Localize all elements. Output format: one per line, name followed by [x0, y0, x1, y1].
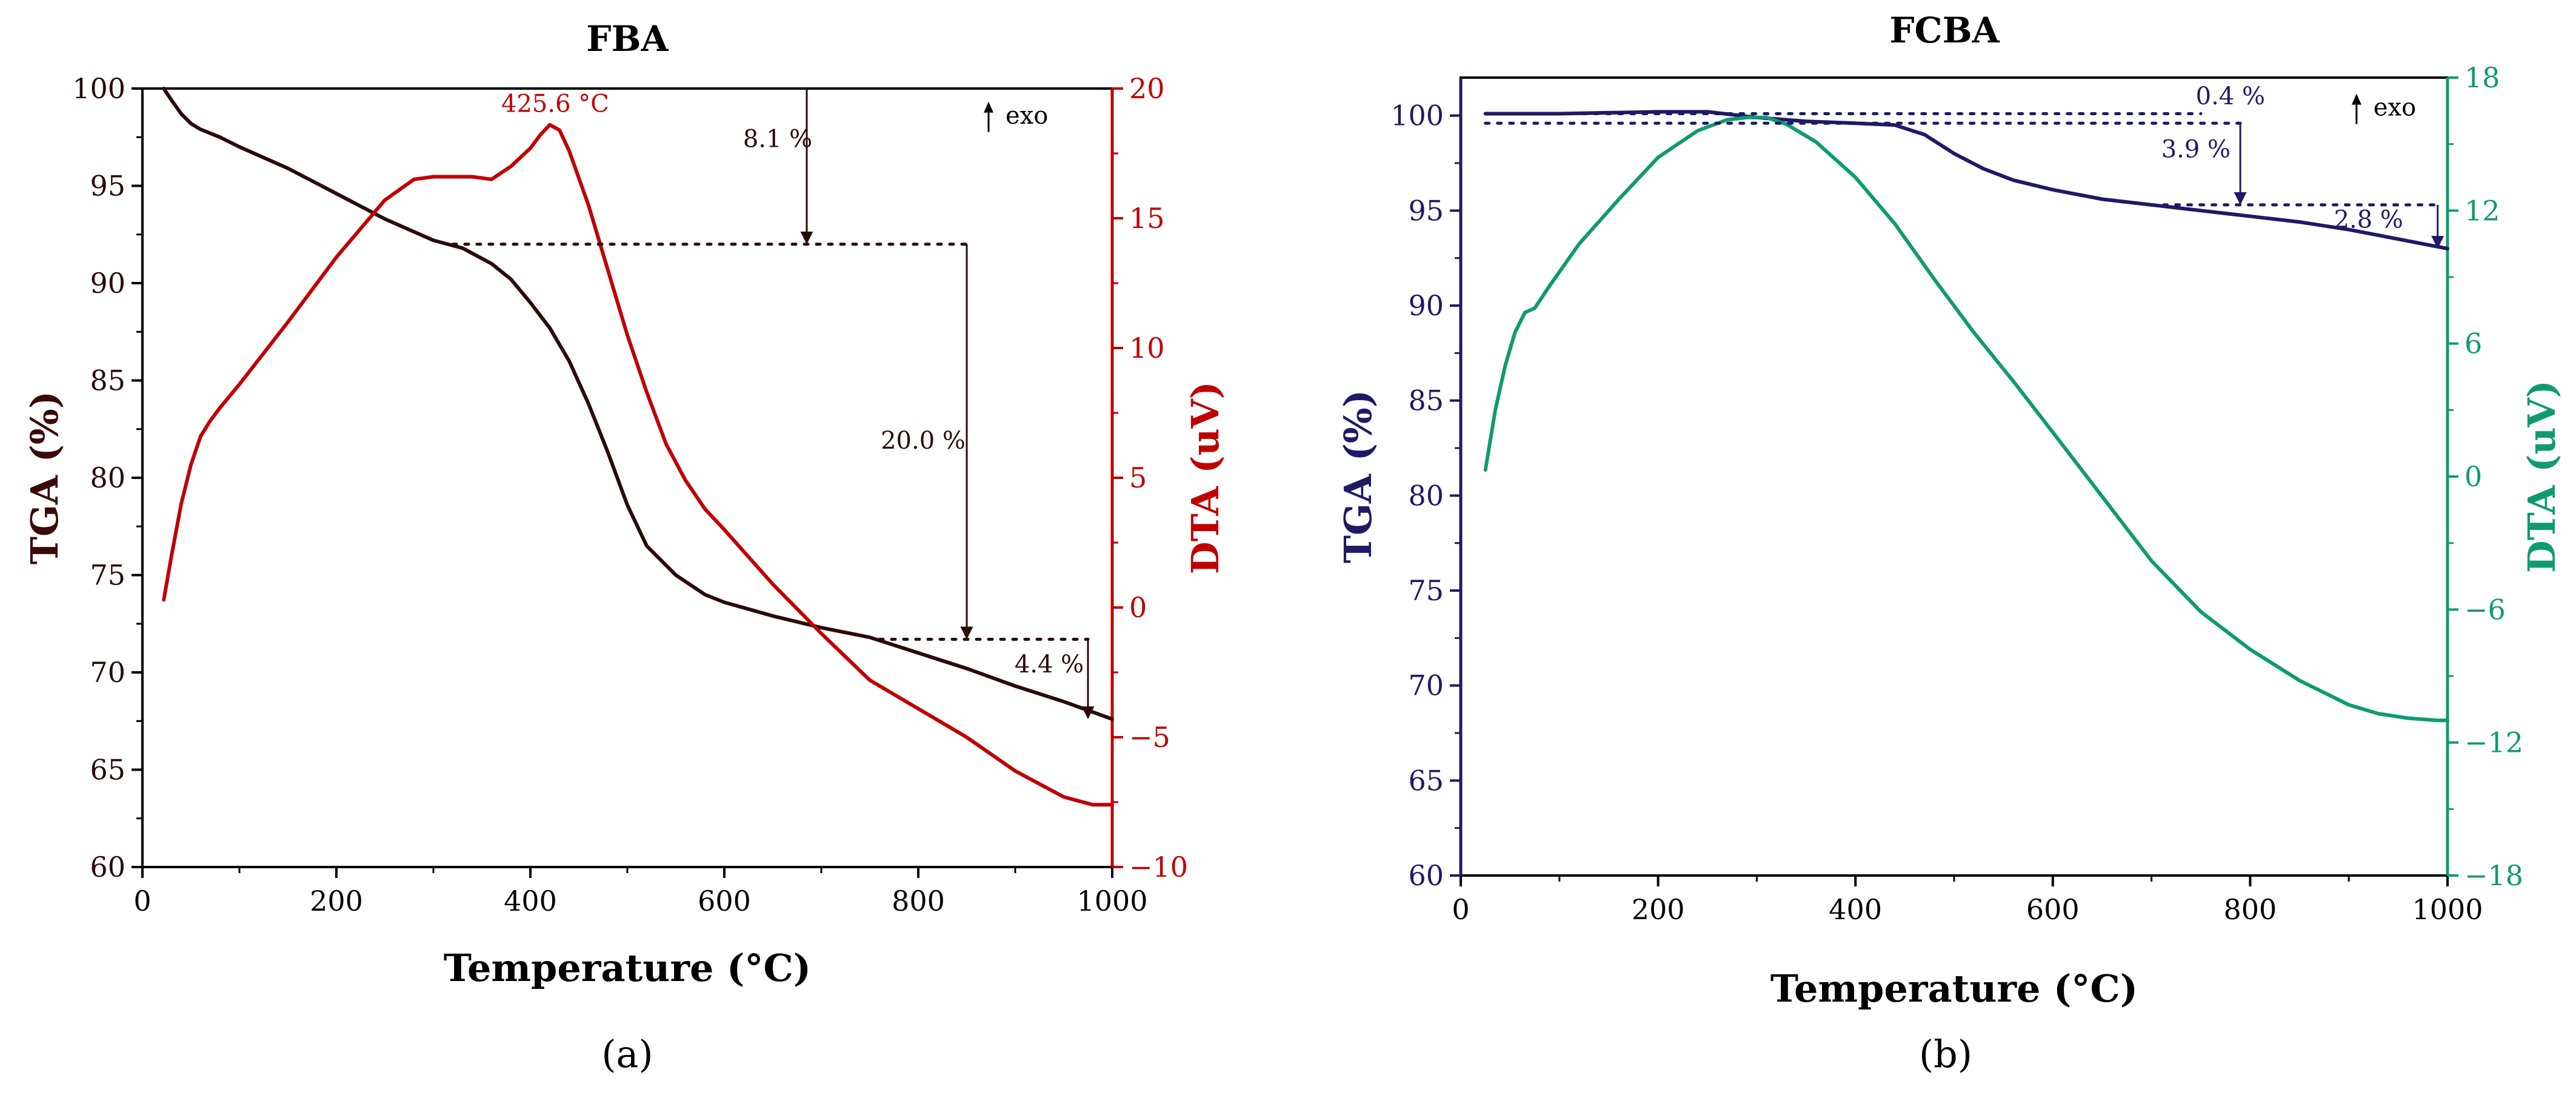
x-tick-label: 0: [1452, 893, 1469, 926]
series-line-tga: [162, 87, 1114, 721]
annotation-label: 425.6 °C: [501, 90, 609, 118]
exo-arrowhead-icon: [2351, 93, 2361, 105]
chart-fcba: FCBA 0 200 400 600 800 1000606570758085909510…: [1336, 10, 2564, 1076]
y-left-tick-label: 95: [1408, 194, 1444, 227]
y-left-tick-label: 65: [90, 754, 125, 786]
annotation-label: 0.4 %: [2196, 82, 2265, 110]
exo-label: exo: [2374, 94, 2416, 122]
x-tick-label: 200: [1632, 893, 1685, 926]
annotation-label: 3.9 %: [2161, 136, 2231, 164]
y-right-tick-label: 15: [1129, 202, 1165, 235]
x-axis-title: Temperature (°C): [444, 946, 811, 990]
y-left-tick-label: 75: [90, 559, 125, 592]
y-left-tick-label: 80: [90, 461, 125, 494]
y-left-tick-label: 60: [1408, 859, 1444, 892]
x-tick-label: 1000: [1076, 885, 1147, 917]
y-axis-title-left: TGA (%): [1336, 390, 1380, 563]
y-left-tick-label: 65: [1408, 764, 1444, 797]
exo-label: exo: [1006, 102, 1048, 130]
y-axis-title-right: DTA (uV): [2520, 380, 2564, 573]
y-left-tick-label: 85: [1408, 384, 1444, 417]
y-right-tick-label: −10: [1129, 851, 1188, 883]
y-left-tick-label: 100: [72, 72, 125, 105]
exo-arrowhead-icon: [984, 101, 993, 113]
y-left-tick-label: 95: [90, 170, 125, 203]
y-right-tick-label: 10: [1129, 332, 1165, 364]
y-axis-title-right: DTA (uV): [1183, 381, 1227, 574]
y-left-tick-label: 90: [90, 267, 125, 300]
y-left-tick-label: 80: [1408, 479, 1444, 512]
y-right-tick-label: 0: [2464, 460, 2482, 493]
x-tick-label: 1000: [2412, 893, 2483, 926]
annotation-label: 8.1 %: [743, 125, 812, 153]
annotation-label: 20.0 %: [881, 427, 966, 455]
y-right-tick-label: −18: [2464, 859, 2523, 892]
y-right-tick-label: 5: [1129, 461, 1147, 494]
x-tick-label: 800: [892, 885, 945, 917]
series-line-dta: [162, 122, 1114, 807]
panel-label: (b): [1919, 1032, 1972, 1076]
x-axis-title: Temperature (°C): [1770, 966, 2138, 1011]
y-left-tick-label: 75: [1408, 574, 1444, 607]
x-tick-label: 800: [2223, 893, 2277, 926]
x-tick-label: 400: [504, 885, 557, 917]
chart-fba: FBA 0 200 400 600 800 10006065707580859095100…: [22, 18, 1227, 1076]
chart-title: FBA: [586, 18, 669, 59]
y-left-tick-label: 90: [1408, 289, 1444, 322]
y-right-tick-label: −5: [1129, 721, 1170, 754]
series-line-dta: [1483, 115, 2449, 723]
series-line-tga: [1483, 110, 2449, 250]
x-tick-label: 600: [2026, 893, 2080, 926]
y-right-tick-label: 20: [1129, 72, 1165, 105]
annotation-label: 4.4 %: [1015, 651, 1084, 678]
x-tick-label: 600: [698, 885, 751, 917]
y-right-tick-label: 0: [1129, 591, 1147, 624]
y-left-tick-label: 85: [90, 364, 125, 397]
y-right-tick-label: −6: [2464, 593, 2506, 626]
y-axis-title-left: TGA (%): [22, 391, 67, 564]
y-right-tick-label: 18: [2464, 61, 2500, 94]
plot-frame: [1460, 76, 2449, 877]
y-left-tick-label: 70: [1408, 669, 1444, 702]
chart-title: FCBA: [1889, 10, 2000, 51]
annotation-label: 2.8 %: [2334, 206, 2403, 234]
y-right-tick-label: 6: [2464, 327, 2482, 360]
y-left-tick-label: 70: [90, 656, 125, 689]
panel-label: (a): [601, 1032, 653, 1076]
x-tick-label: 0: [133, 885, 151, 917]
y-right-tick-label: 12: [2464, 194, 2500, 227]
y-right-tick-label: −12: [2464, 726, 2523, 759]
y-left-tick-label: 60: [90, 851, 125, 883]
x-tick-label: 400: [1829, 893, 1882, 926]
x-tick-label: 200: [310, 885, 363, 917]
y-left-tick-label: 100: [1390, 99, 1444, 132]
